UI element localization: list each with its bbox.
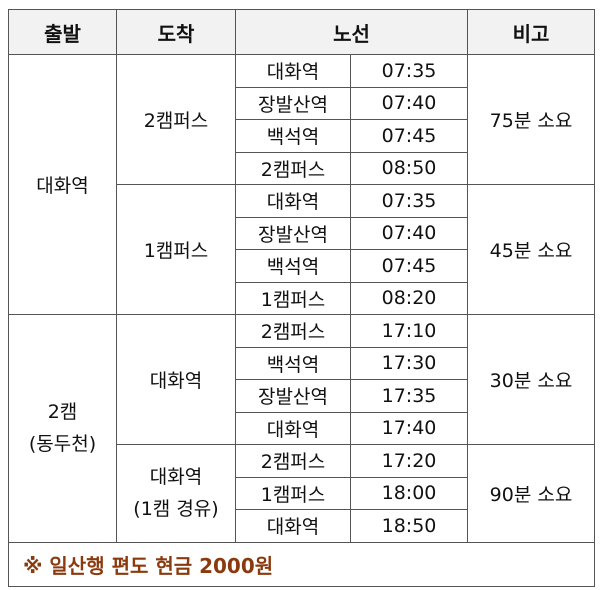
departure-line: 2캠: [47, 400, 78, 423]
route-time: 18:50: [350, 509, 468, 543]
header-row: 출발 도착 노선 비고: [8, 9, 595, 55]
fare-note: ※ 일산행 편도 현금 2000원: [8, 541, 595, 587]
route-time: 07:40: [350, 216, 468, 250]
table-row: 2캠 (동두천) 대화역 2캠퍼스 17:10 30분 소요: [8, 314, 595, 543]
route-stop: 장발산역: [235, 86, 351, 120]
remark-cell: 30분 소요: [467, 314, 595, 445]
table-row: 백석역 17:30: [9, 346, 595, 380]
table-row: 장발산역 07:40: [9, 86, 595, 120]
arrival-line: 대화역: [149, 465, 203, 488]
departure-line: (동두천): [28, 433, 97, 456]
route-time: 17:40: [350, 411, 468, 445]
route-stop: 대화역: [235, 411, 351, 445]
departure-cell: 대화역: [8, 54, 117, 315]
route-time: 07:40: [350, 86, 468, 120]
shuttle-schedule-table: 출발 도착 노선 비고 대화역 2캠퍼스 대화역 07:35 75분 소요 장발…: [8, 9, 595, 587]
route-time: 17:20: [350, 444, 468, 478]
table-row: 장발산역 17:35: [9, 379, 595, 413]
header-remarks: 비고: [467, 9, 595, 55]
route-stop: 1캠퍼스: [235, 281, 351, 315]
route-stop: 백석역: [235, 346, 351, 380]
remark-cell: 90분 소요: [467, 444, 595, 543]
table-row: 장발산역 07:40: [9, 216, 595, 250]
route-time: 07:35: [350, 184, 468, 218]
header-route: 노선: [235, 9, 468, 55]
route-time: 18:00: [350, 476, 468, 510]
arrival-cell: 대화역 (1캠 경유): [116, 444, 236, 543]
arrival-cell: 대화역: [116, 314, 236, 445]
route-stop: 대화역: [235, 54, 351, 88]
arrival-cell: 2캠퍼스: [116, 54, 236, 185]
route-time: 07:45: [350, 249, 468, 283]
table-row: 1캠퍼스 대화역 07:35 45분 소요: [9, 184, 595, 315]
table-row: 백석역 07:45: [9, 119, 595, 153]
remark-cell: 75분 소요: [467, 54, 595, 185]
table-row: 대화역 17:40: [9, 411, 595, 445]
route-time: 17:35: [350, 379, 468, 413]
header-departure: 출발: [8, 9, 117, 55]
route-stop: 장발산역: [235, 379, 351, 413]
header-arrival: 도착: [116, 9, 236, 55]
table-row: 2캠퍼스 08:50: [9, 151, 595, 185]
table-row: 대화역 (1캠 경유) 2캠퍼스 17:20 90분 소요: [9, 444, 595, 543]
route-time: 07:35: [350, 54, 468, 88]
table-row: 1캠퍼스 18:00: [9, 476, 595, 510]
table-row: 대화역 2캠퍼스 대화역 07:35 75분 소요: [8, 54, 595, 315]
route-stop: 백석역: [235, 249, 351, 283]
route-time: 17:30: [350, 346, 468, 380]
route-stop: 2캠퍼스: [235, 151, 351, 185]
route-stop: 대화역: [235, 509, 351, 543]
route-stop: 2캠퍼스: [235, 314, 351, 348]
route-stop: 장발산역: [235, 216, 351, 250]
route-time: 07:45: [350, 119, 468, 153]
table-row: 백석역 07:45: [9, 249, 595, 283]
route-stop: 1캠퍼스: [235, 476, 351, 510]
departure-cell: 2캠 (동두천): [8, 314, 117, 543]
remark-cell: 45분 소요: [467, 184, 595, 315]
footer-row: ※ 일산행 편도 현금 2000원: [8, 541, 595, 587]
table-row: 1캠퍼스 08:20: [9, 281, 595, 315]
route-time: 08:50: [350, 151, 468, 185]
route-stop: 대화역: [235, 184, 351, 218]
arrival-cell: 1캠퍼스: [116, 184, 236, 315]
route-stop: 2캠퍼스: [235, 444, 351, 478]
table-row: 대화역 18:50: [9, 509, 595, 543]
arrival-line: (1캠 경유): [133, 498, 219, 521]
route-time: 08:20: [350, 281, 468, 315]
route-stop: 백석역: [235, 119, 351, 153]
route-time: 17:10: [350, 314, 468, 348]
